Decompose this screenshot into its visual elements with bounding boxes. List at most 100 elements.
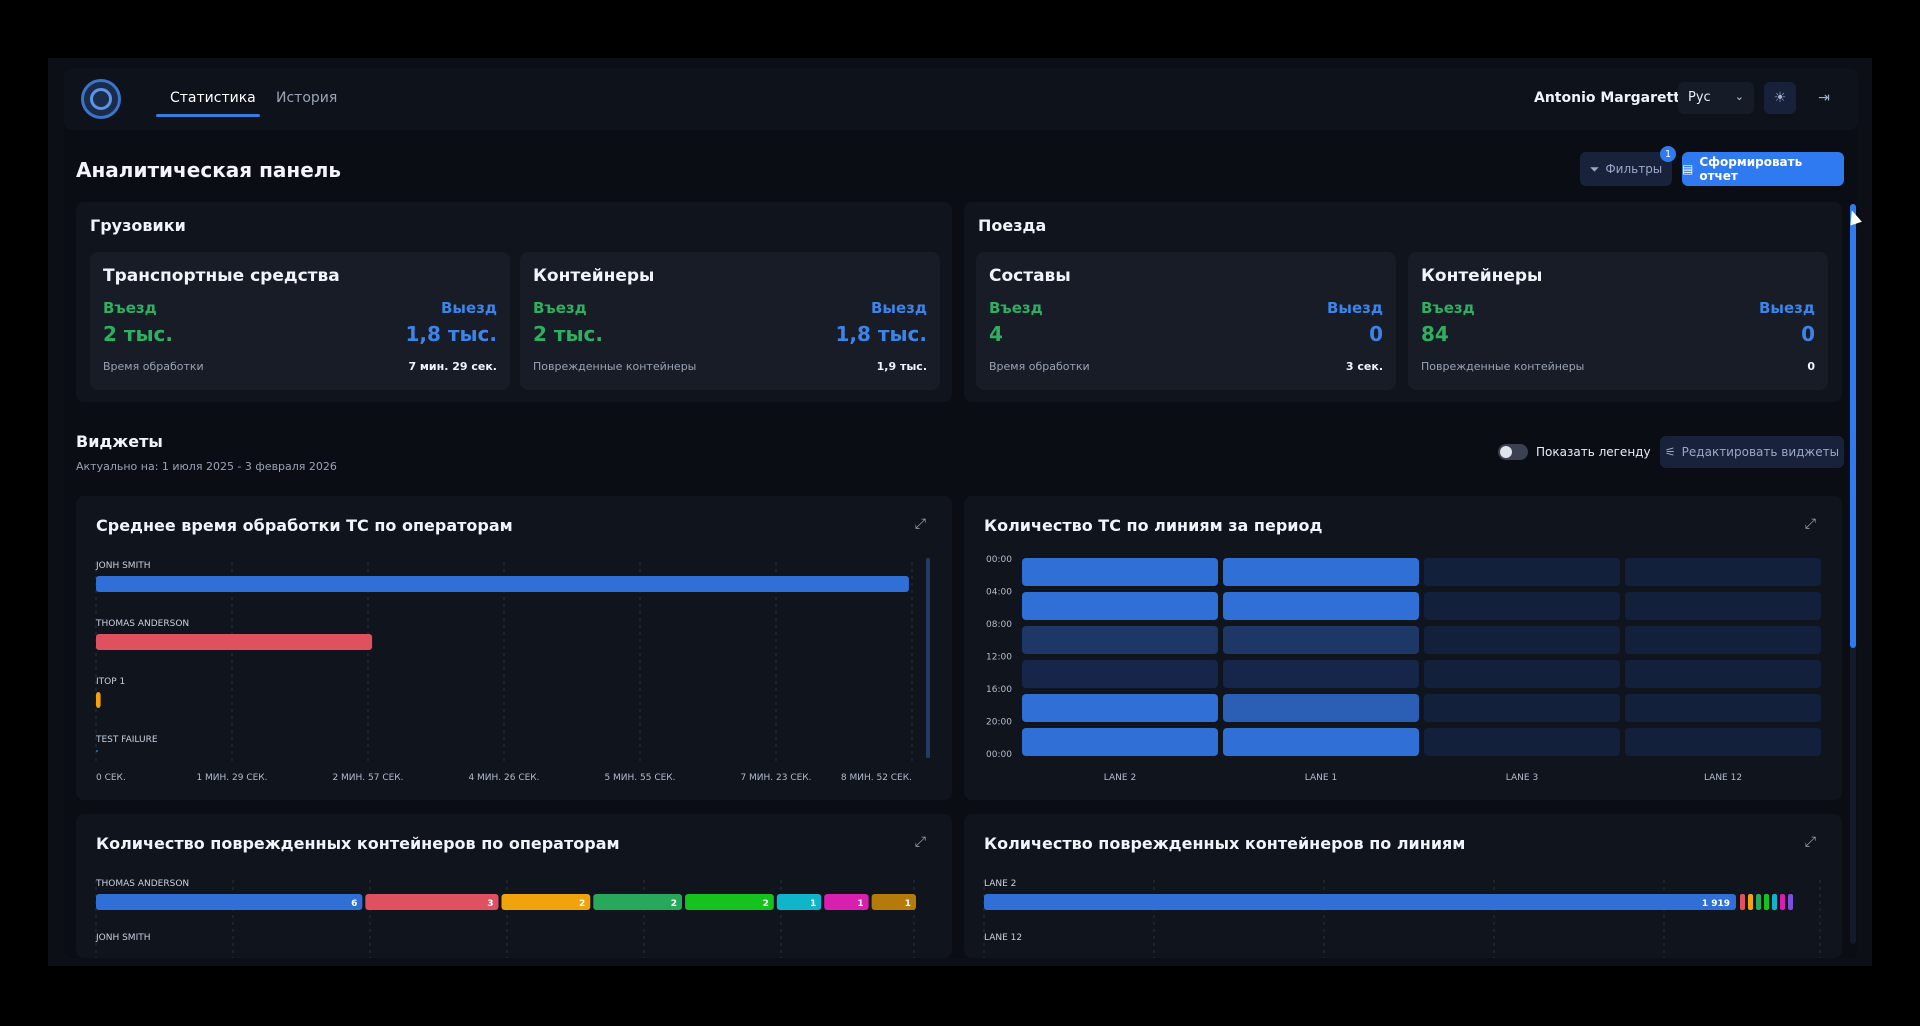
toggle-knob (1500, 446, 1512, 458)
category-label: LANE 2 (984, 879, 1016, 889)
document-icon: ▤ (1682, 162, 1694, 176)
widget-title: Среднее время обработки ТС по операторам (96, 516, 513, 535)
tab-history[interactable]: История (276, 90, 338, 106)
card-title: Контейнеры (533, 266, 655, 286)
entry-value: 84 (1421, 322, 1449, 346)
heatmap-cell (1022, 558, 1218, 586)
exit-value: 1,8 тыс. (405, 322, 497, 346)
logout-icon: ⇥ (1818, 90, 1830, 106)
segment-value: 6 (351, 899, 357, 909)
bar-segment (96, 894, 363, 910)
widget-title: Количество ТС по линиям за период (984, 516, 1323, 535)
bar-segment (1788, 894, 1793, 910)
bar-segment (984, 894, 1736, 910)
bar-segment (593, 894, 683, 910)
heatmap-cell (1625, 660, 1821, 688)
trains-panel: Поезда Составы Въезд Выезд 4 0 Время обр… (964, 202, 1842, 402)
bar-segment (824, 894, 869, 910)
sliders-icon: ⚟ (1664, 445, 1676, 459)
bar-segment (365, 894, 499, 910)
row-label: 04:00 (986, 588, 1012, 598)
segment-value: 1 (810, 899, 816, 909)
segment-value: 2 (579, 899, 585, 909)
legend-toggle[interactable] (1498, 444, 1528, 460)
row-label: 08:00 (986, 620, 1012, 630)
segment-value: 2 (671, 899, 677, 909)
widget-title: Количество поврежденных контейнеров по л… (984, 834, 1466, 853)
bar-segment (501, 894, 591, 910)
footer-label: Время обработки (103, 360, 204, 373)
damaged-by-lane-widget: Количество поврежденных контейнеров по л… (964, 814, 1842, 958)
category-label: JONH SMITH (95, 561, 151, 571)
entry-value: 2 тыс. (533, 322, 604, 346)
exit-label: Выезд (1326, 299, 1383, 317)
widgets-title: Виджеты (76, 432, 163, 451)
expand-icon[interactable]: ⤢ (914, 516, 926, 532)
logout-button[interactable]: ⇥ (1808, 82, 1840, 114)
heatmap-cell (1022, 626, 1218, 654)
category-label: THOMAS ANDERSON (95, 619, 189, 629)
bar-segment (1764, 894, 1769, 910)
right-margin (1872, 0, 1920, 1026)
sun-icon: ☀ (1773, 90, 1787, 106)
footer-value: 1,9 тыс. (876, 360, 927, 373)
column-label: LANE 2 (1104, 773, 1136, 783)
entry-label: Въезд (1421, 299, 1475, 317)
left-margin (0, 0, 48, 1026)
exit-label: Выезд (870, 299, 927, 317)
trains-title: Поезда (978, 216, 1047, 235)
theme-toggle-button[interactable]: ☀ (1764, 82, 1796, 114)
trucks-title: Грузовики (90, 216, 186, 235)
avg-processing-widget: Среднее время обработки ТС по операторам… (76, 496, 952, 800)
x-tick-label: 7 МИН. 23 СЕК. (740, 773, 811, 783)
heatmap-cell (1223, 728, 1419, 756)
heatmap-cell (1625, 592, 1821, 620)
heatmap-cell (1022, 694, 1218, 722)
legend-toggle-label: Показать легенду (1536, 445, 1651, 459)
x-tick-label: 1 МИН. 29 СЕК. (196, 773, 267, 783)
heatmap-cell (1424, 728, 1620, 756)
edit-widgets-button[interactable]: ⚟ Редактировать виджеты (1660, 436, 1844, 468)
bottom-letterbox (48, 966, 1872, 1026)
entry-label: Въезд (103, 299, 157, 317)
x-tick-label: 4 МИН. 26 СЕК. (468, 773, 539, 783)
logo-icon[interactable] (81, 79, 121, 119)
generate-report-button[interactable]: ▤ Сформировать отчет (1682, 152, 1844, 186)
filter-icon: ⏷ (1589, 161, 1600, 176)
expand-icon[interactable]: ⤢ (1804, 516, 1816, 532)
tab-statistics[interactable]: Статистика (170, 90, 256, 106)
bar (96, 750, 98, 752)
exit-value: 0 (1369, 322, 1383, 346)
x-tick-label: 2 МИН. 57 СЕК. (332, 773, 403, 783)
filters-button[interactable]: ⏷ Фильтры (1580, 152, 1672, 186)
scrollbar-thumb[interactable] (1850, 204, 1856, 648)
card-title: Составы (989, 266, 1071, 286)
heatmap-cell (1223, 592, 1419, 620)
entry-value: 4 (989, 322, 1003, 346)
heatmap-cell (1223, 558, 1419, 586)
heatmap-cell (1022, 660, 1218, 688)
heatmap-cell (1625, 558, 1821, 586)
active-tab-indicator (156, 114, 260, 117)
heatmap-cell (1625, 694, 1821, 722)
expand-icon[interactable]: ⤢ (1804, 834, 1816, 850)
category-label: THOMAS ANDERSON (95, 879, 189, 889)
chart-damaged-by-lane: LANE 2 1 919 LANE 12 (983, 879, 1821, 958)
bar-segment (685, 894, 774, 910)
entry-label: Въезд (989, 299, 1043, 317)
category-label: JONH SMITH (95, 933, 151, 943)
chevron-down-icon: ⌄ (1734, 90, 1744, 103)
card-title: Контейнеры (1421, 266, 1543, 286)
language-select[interactable]: Рус ⌄ (1678, 82, 1754, 114)
trains-containers-card: Контейнеры Въезд Выезд 84 0 Поврежденные… (1408, 252, 1828, 390)
segment-value: 3 (487, 899, 493, 909)
footer-value: 3 сек. (1345, 360, 1383, 373)
expand-icon[interactable]: ⤢ (914, 834, 926, 850)
category-label: LANE 12 (984, 933, 1022, 943)
heatmap-cell (1424, 694, 1620, 722)
trucks-vehicles-card: Транспортные средства Въезд Выезд 2 тыс.… (90, 252, 510, 390)
heatmap-cell (1424, 558, 1620, 586)
segment-value: 1 (857, 899, 863, 909)
chart-avg-processing: 0 СЕК. 1 МИН. 29 СЕК. 2 МИН. 57 СЕК. 4 МИН.… (95, 558, 930, 783)
row-label: 16:00 (986, 685, 1012, 695)
